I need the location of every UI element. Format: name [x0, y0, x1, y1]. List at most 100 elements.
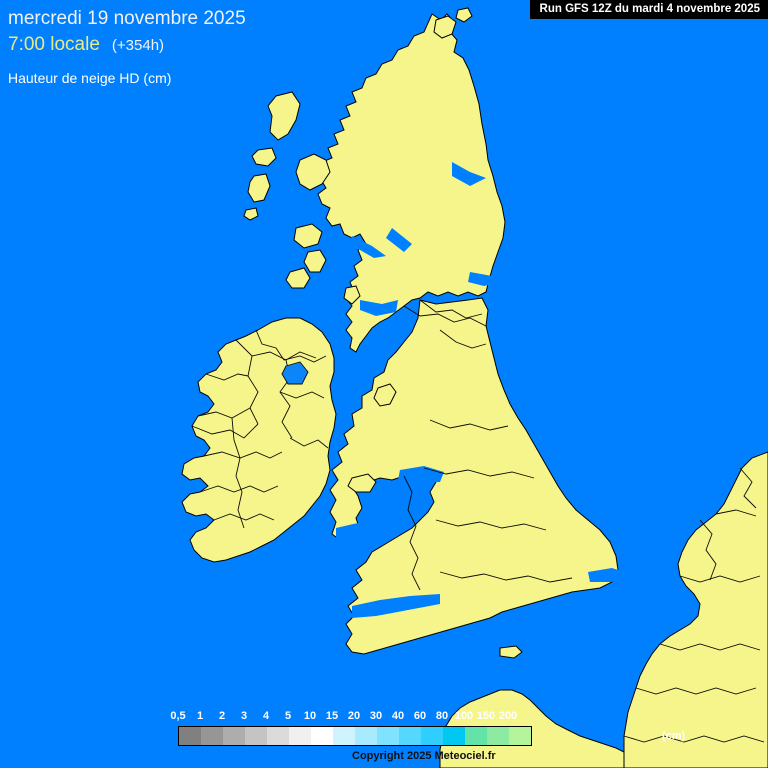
legend: 0,5 1 2 3 4 5 10 15 20 30 40 60 80 100 150 200 — [170, 710, 588, 746]
legend-swatch — [465, 727, 487, 745]
england-region-border-4 — [423, 467, 535, 479]
scotland-firth-of-forth-inlet — [468, 272, 506, 286]
isle-of-wight-island — [499, 645, 523, 659]
legend-tick-label: 40 — [391, 710, 405, 722]
ireland-county-border-1 — [235, 339, 317, 361]
legend-tick-label: 3 — [240, 710, 248, 722]
scotland-landmass — [317, 13, 506, 353]
barra-island — [243, 207, 259, 221]
scotland-loch-linnhe-inlet — [386, 228, 412, 252]
forecast-time-value: 7:00 locale — [8, 34, 100, 55]
ireland-county-border-12 — [289, 437, 329, 449]
ireland-county-border-6 — [191, 423, 259, 439]
france-region-border-4 — [635, 687, 757, 695]
france-region-border-5 — [623, 735, 765, 743]
ireland-county-border-5 — [197, 407, 251, 419]
legend-tick-label: 80 — [435, 710, 449, 722]
legend-swatch — [311, 727, 333, 745]
model-run-badge: Run GFS 12Z du mardi 4 novembre 2025 — [529, 0, 768, 19]
legend-swatch — [223, 727, 245, 745]
ireland-county-border-2 — [247, 355, 259, 425]
isle-of-man-landmass — [373, 383, 397, 407]
lewis-harris-island — [267, 91, 301, 141]
ireland-county-border-10 — [231, 417, 245, 529]
copyright-notice: Copyright 2025 Meteociel.fr — [352, 750, 496, 762]
legend-tick-label: 0,5 — [170, 710, 186, 722]
wales-england-border — [403, 475, 421, 591]
england-region-border-3 — [429, 419, 509, 431]
legend-swatch — [399, 727, 421, 745]
legend-swatch — [443, 727, 465, 745]
legend-tick-label: 30 — [369, 710, 383, 722]
ireland-county-border-9 — [213, 513, 275, 521]
ireland-county-border-4 — [205, 373, 249, 381]
legend-unit: (cm) — [662, 730, 686, 742]
legend-swatch — [289, 727, 311, 745]
scotland-firth-of-clyde-inlet — [360, 300, 398, 316]
landmasses — [181, 7, 768, 768]
legend-labels: 0,5 1 2 3 4 5 10 15 20 30 40 60 80 100 150 200 — [170, 710, 588, 724]
legend-swatch — [487, 727, 509, 745]
cardigan-bay-inlet — [336, 516, 382, 544]
england-region-border-1 — [419, 299, 483, 319]
jura-island — [303, 249, 327, 273]
administrative-borders — [191, 299, 765, 743]
scotland-moray-firth-inlet — [452, 162, 486, 186]
legend-tick-label: 150 — [476, 710, 496, 722]
france-region-border-1 — [699, 519, 717, 581]
legend-tick-label: 15 — [325, 710, 339, 722]
legend-swatch — [245, 727, 267, 745]
bristol-channel-inlet — [352, 594, 440, 618]
legend-tick-label: 2 — [218, 710, 226, 722]
mull-island — [293, 223, 323, 249]
legend-colorbar — [178, 726, 532, 746]
legend-tick-label: 100 — [454, 710, 474, 722]
legend-swatch — [201, 727, 223, 745]
forecast-parameter: Hauteur de neige HD (cm) — [8, 70, 172, 86]
arran-island — [343, 285, 361, 305]
north-uist-island — [251, 147, 277, 167]
legend-tick-label: 5 — [284, 710, 292, 722]
legend-swatch — [333, 727, 355, 745]
south-uist-island — [247, 173, 271, 203]
forecast-echeance: (+354h) — [111, 37, 165, 54]
forecast-date: mercredi 19 novembre 2025 — [8, 8, 246, 29]
the-wash-inlet — [556, 474, 590, 494]
legend-tick-label: 200 — [498, 710, 518, 722]
forecast-time: 7:00 locale (+354h) — [8, 34, 164, 56]
benelux-border-1 — [739, 467, 757, 509]
orkney-north-isle — [455, 7, 473, 23]
england-region-border-2 — [439, 329, 487, 349]
legend-swatch — [267, 727, 289, 745]
legend-swatch — [179, 727, 201, 745]
ireland-county-border-7 — [203, 451, 283, 459]
anglesey-island — [347, 473, 377, 493]
france-region-border-3 — [659, 643, 761, 651]
legend-tick-label: 4 — [262, 710, 270, 722]
northern-ireland-border — [255, 329, 327, 363]
continental-europe-landmass — [623, 451, 768, 768]
legend-tick-label: 20 — [347, 710, 361, 722]
england-region-border-5 — [435, 519, 547, 531]
legend-tick-label: 10 — [303, 710, 317, 722]
england-wales-landmass — [329, 297, 619, 655]
legend-swatch — [377, 727, 399, 745]
england-region-border-6 — [439, 571, 573, 583]
scotland-firth-of-lorn-inlet — [348, 236, 386, 258]
legend-tick-label: 1 — [196, 710, 204, 722]
ireland-county-border-11 — [279, 391, 325, 399]
islay-island — [285, 267, 311, 289]
thames-estuary-inlet — [588, 568, 624, 582]
scotland-england-border — [403, 305, 487, 327]
france-region-border-2 — [679, 575, 761, 583]
benelux-border-2 — [715, 509, 757, 517]
lough-neagh — [281, 361, 309, 385]
orkney-islands — [433, 15, 457, 39]
legend-swatch — [509, 727, 531, 745]
legend-swatch — [421, 727, 443, 745]
ireland-county-border-8 — [199, 485, 279, 493]
skye-island — [295, 153, 331, 191]
legend-swatch — [355, 727, 377, 745]
